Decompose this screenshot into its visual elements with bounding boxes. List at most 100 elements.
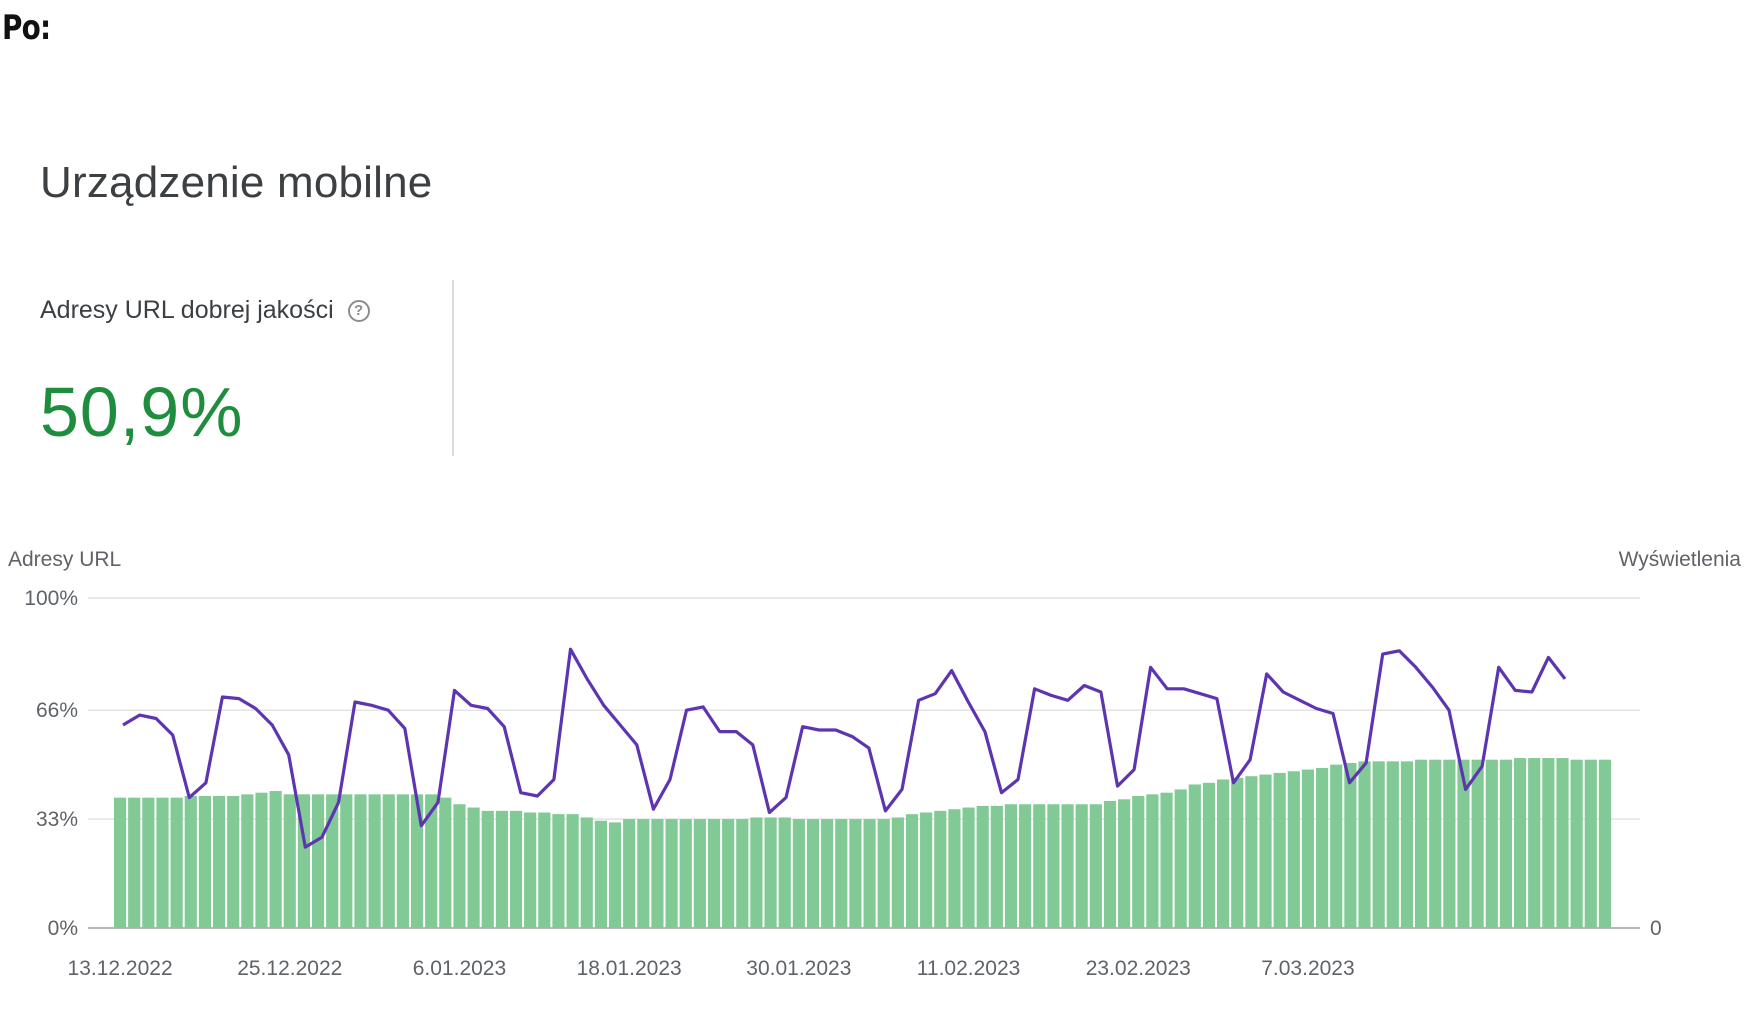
bar	[1316, 767, 1329, 928]
bar	[1344, 763, 1357, 928]
bar	[227, 796, 240, 928]
right-tick-label: 0	[1650, 917, 1662, 940]
bar	[1598, 759, 1612, 928]
x-tick-label: 30.01.2023	[746, 957, 851, 980]
left-tick-label: 0%	[48, 917, 78, 940]
x-axis-ticks: 13.12.2022 25.12.2022 6.01.2023 18.01.2023 3…	[68, 957, 1355, 980]
bar	[524, 812, 537, 928]
left-axis-title: Adresy URL	[8, 548, 122, 571]
bar	[580, 817, 593, 928]
bar	[594, 820, 607, 928]
bar	[269, 791, 282, 928]
bar	[1570, 759, 1583, 928]
bar	[156, 797, 169, 928]
bar	[1004, 804, 1018, 928]
bar	[1513, 758, 1527, 928]
metric-label-row: Adresy URL dobrej jakości ?	[40, 296, 370, 325]
heading-po: Po:	[2, 8, 51, 48]
bar	[835, 819, 848, 928]
bar	[1089, 804, 1102, 928]
bar	[326, 794, 339, 928]
bar	[311, 794, 325, 928]
bar	[962, 807, 975, 928]
bar	[1415, 759, 1428, 928]
bar	[976, 805, 989, 928]
bar	[1075, 804, 1088, 928]
bar	[806, 819, 820, 928]
bar	[1457, 759, 1470, 928]
bar	[693, 819, 706, 928]
bar	[255, 792, 268, 928]
bar	[1132, 796, 1145, 928]
bar	[1429, 759, 1442, 928]
bar	[722, 819, 735, 928]
bar	[849, 819, 862, 928]
bar	[467, 807, 480, 928]
bar	[1174, 789, 1187, 928]
bar	[538, 812, 551, 928]
bar	[948, 809, 961, 928]
bar	[1301, 769, 1315, 928]
bar	[283, 794, 296, 928]
x-tick-label: 6.01.2023	[413, 957, 506, 980]
bar	[1330, 764, 1343, 928]
impressions-line	[122, 647, 1567, 849]
bar	[1386, 761, 1399, 928]
left-axis-ticks: 0% 33% 66% 100%	[24, 587, 78, 940]
bar	[877, 819, 890, 928]
right-axis-ticks: 0	[1650, 917, 1662, 940]
bar	[128, 797, 141, 928]
bar	[212, 796, 226, 928]
question-circle-icon[interactable]: ?	[347, 299, 370, 322]
bar	[1231, 777, 1244, 928]
bar	[905, 814, 919, 928]
bar	[1061, 804, 1074, 928]
bar	[566, 814, 579, 928]
bar	[1160, 792, 1173, 928]
bar	[891, 817, 904, 928]
bar	[184, 796, 197, 928]
bar	[1584, 759, 1597, 928]
bar	[410, 794, 424, 928]
bar	[736, 819, 749, 928]
x-tick-label: 11.02.2023	[917, 957, 1021, 980]
bar	[1033, 804, 1046, 928]
bar	[764, 817, 777, 928]
metric-divider	[452, 280, 454, 456]
x-tick-label: 7.03.2023	[1261, 957, 1354, 980]
bar	[509, 810, 523, 928]
bar	[1499, 759, 1513, 928]
x-tick-label: 18.01.2023	[577, 957, 682, 980]
bar	[368, 794, 381, 928]
bar	[920, 812, 933, 928]
metric-value: 50,9%	[40, 373, 244, 451]
bar	[1259, 774, 1272, 928]
bar	[1273, 772, 1286, 928]
bar	[1400, 761, 1414, 928]
x-tick-label: 25.12.2022	[237, 957, 342, 980]
bar	[481, 810, 494, 928]
bar	[1245, 776, 1258, 928]
bar	[113, 797, 127, 928]
bar	[1047, 804, 1060, 928]
bar	[1118, 799, 1131, 928]
bar	[198, 796, 212, 928]
bar	[1528, 758, 1541, 928]
bar	[792, 819, 805, 928]
bar-series	[113, 758, 1612, 928]
bar	[623, 819, 636, 928]
bar	[552, 814, 565, 928]
bar	[934, 810, 947, 928]
bar	[396, 794, 409, 928]
bar	[170, 797, 183, 928]
bar	[142, 797, 155, 928]
card-title: Urządzenie mobilne	[40, 158, 433, 207]
bar	[453, 804, 466, 928]
bar	[1556, 758, 1569, 928]
bar	[1485, 759, 1498, 928]
bar	[651, 819, 664, 928]
bar	[778, 817, 791, 928]
bar	[750, 817, 763, 928]
right-axis-title: Wyświetlenia	[1618, 548, 1741, 571]
